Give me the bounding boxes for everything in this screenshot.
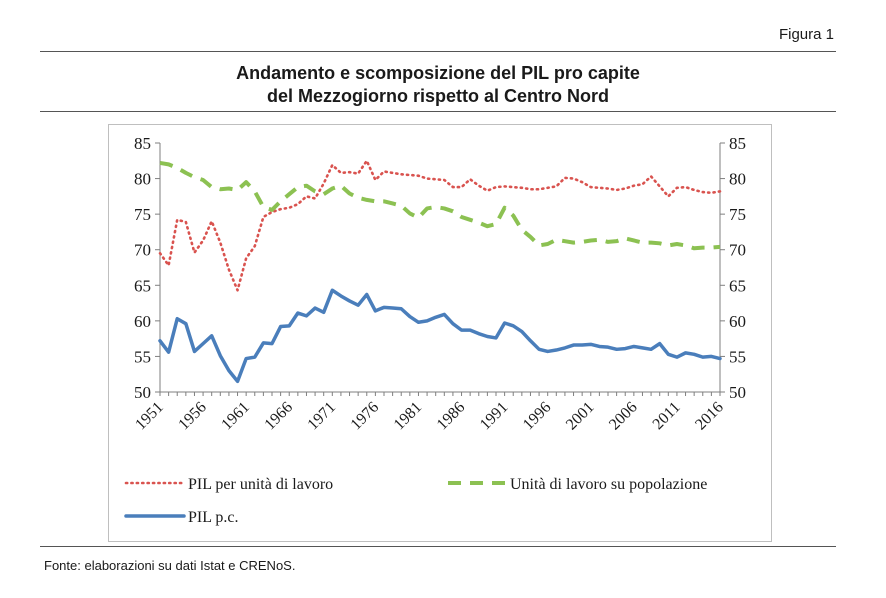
x-tick-label: 2001 (563, 399, 598, 434)
x-tick-label: 1961 (218, 399, 253, 434)
legend-label-0: PIL per unità di lavoro (188, 476, 333, 493)
y-tick-label-right: 65 (729, 276, 746, 295)
series-line-1 (159, 160, 721, 251)
y-tick-label-left: 60 (134, 312, 151, 331)
x-tick-label: 1986 (434, 399, 469, 434)
legend-layer: PIL per unità di lavoro Unità di lavoro s… (124, 476, 707, 526)
series-layer (158, 159, 722, 384)
y-tick-label-right: 70 (729, 241, 746, 260)
y-tick-label-left: 65 (134, 276, 151, 295)
source-note: Fonte: elaborazioni su dati Istat e CREN… (44, 558, 296, 573)
y-tick-label-left: 75 (134, 205, 151, 224)
y-tick-label-right: 85 (729, 134, 746, 153)
series-line-0 (158, 159, 722, 292)
chart-title-line-1: Andamento e scomposizione del PIL pro ca… (236, 63, 640, 83)
x-tick-label: 2016 (692, 399, 727, 434)
x-tick-label: 2011 (650, 399, 684, 433)
x-tick-label: 1971 (304, 399, 339, 434)
x-tick-label: 1981 (391, 399, 426, 434)
y-tick-label-right: 75 (729, 205, 746, 224)
chart-title: Andamento e scomposizione del PIL pro ca… (40, 62, 836, 108)
bottom-rule (40, 546, 836, 547)
chart-title-line-2: del Mezzogiorno rispetto al Centro Nord (266, 86, 609, 106)
x-tick-label: 1966 (261, 399, 296, 434)
y-tick-label-right: 55 (729, 347, 746, 366)
x-tick-label: 1996 (520, 399, 555, 434)
chart-frame (108, 124, 772, 542)
legend-label-1: Unità di lavoro su popolazione (510, 476, 707, 493)
y-tick-label-left: 80 (134, 170, 151, 189)
y-tick-label-left: 85 (134, 134, 151, 153)
x-tick-label: 1956 (175, 399, 210, 434)
y-tick-label-left: 55 (134, 347, 151, 366)
top-rule (40, 51, 836, 52)
figure-label: Figura 1 (778, 26, 834, 43)
series-line-2 (158, 288, 722, 384)
x-tick-label: 2006 (606, 399, 641, 434)
title-rule (40, 111, 836, 112)
x-tick-label: 1976 (348, 399, 383, 434)
x-tick-label: 1951 (132, 399, 167, 434)
y-tick-label-left: 50 (134, 383, 151, 402)
axes-layer (155, 142, 725, 396)
y-tick-label-left: 70 (134, 241, 151, 260)
x-tick-label: 1991 (477, 399, 512, 434)
y-tick-label-right: 50 (729, 383, 746, 402)
y-tick-label-right: 80 (729, 170, 746, 189)
y-tick-label-right: 60 (729, 312, 746, 331)
legend-label-2: PIL p.c. (188, 509, 239, 526)
